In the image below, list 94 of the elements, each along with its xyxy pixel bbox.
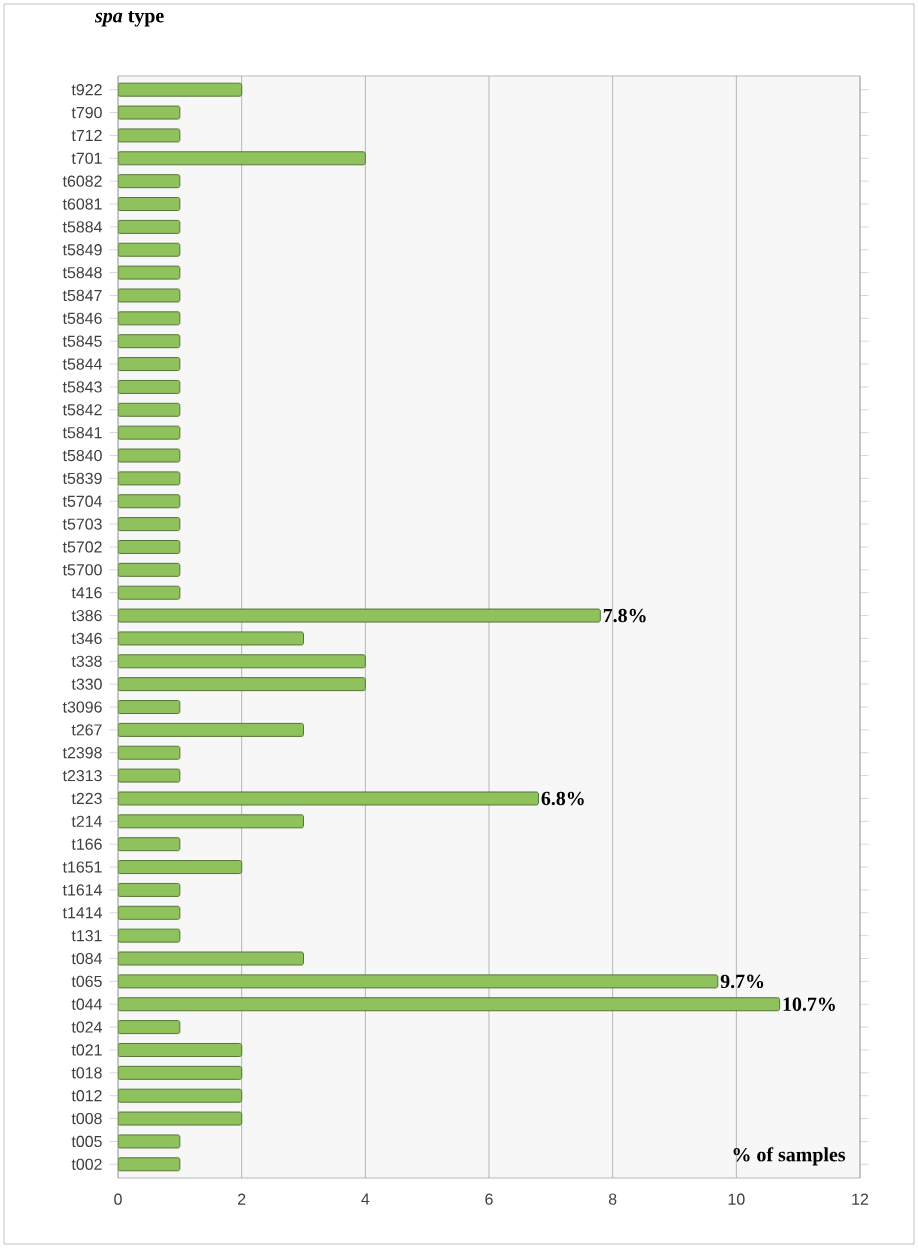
- bar: [118, 334, 181, 349]
- y-tick-label: t3096: [62, 701, 102, 713]
- bar: [118, 837, 181, 852]
- y-tick-label: t6081: [62, 198, 102, 210]
- y-tick-label: t005: [71, 1135, 102, 1148]
- x-tick-label: 8: [608, 1193, 617, 1205]
- bar: [118, 1020, 181, 1035]
- data-label: 9.7%: [720, 974, 764, 989]
- y-tick-label: t166: [71, 838, 102, 850]
- y-tick-label: t012: [71, 1090, 102, 1102]
- data-label: 6.8%: [541, 791, 584, 806]
- data-label: 10.7%: [783, 997, 835, 1012]
- y-tick-label: t712: [71, 129, 102, 142]
- bar: [118, 1088, 243, 1103]
- bar: [118, 517, 181, 532]
- bar: [118, 654, 366, 669]
- y-tick-label: t084: [71, 952, 102, 965]
- x-tick-label: 4: [361, 1193, 370, 1205]
- chart-title: spa type: [94, 11, 164, 27]
- y-tick-label: t5845: [62, 335, 102, 347]
- y-tick-label: t922: [71, 84, 102, 96]
- y-tick-label: t386: [71, 609, 102, 622]
- bar: [118, 997, 781, 1012]
- y-tick-label: t044: [71, 998, 102, 1010]
- bar: [118, 219, 181, 234]
- bar: [118, 311, 181, 326]
- y-tick-label: t5839: [62, 472, 102, 485]
- y-tick-label: t338: [71, 655, 102, 667]
- y-tick-label: t223: [71, 792, 102, 805]
- y-tick-label: t5704: [62, 495, 102, 507]
- bar: [118, 905, 181, 920]
- x-tick-label: 6: [485, 1193, 493, 1205]
- bar: [118, 1157, 181, 1172]
- y-tick-label: t065: [71, 975, 102, 988]
- y-tick-label: t2313: [62, 769, 102, 782]
- y-tick-label: t5843: [62, 381, 102, 393]
- x-tick-label: 0: [114, 1193, 122, 1205]
- bar: [118, 722, 304, 737]
- bar: [118, 882, 181, 897]
- y-tick-label: t5702: [62, 541, 102, 553]
- bar: [118, 928, 181, 943]
- x-tick-label: 10: [728, 1193, 745, 1205]
- y-tick-label: t214: [71, 815, 102, 827]
- y-tick-label: t1651: [62, 861, 102, 873]
- y-tick-label: t346: [71, 632, 102, 645]
- y-tick-label: t002: [71, 1158, 102, 1170]
- y-tick-label: t131: [71, 930, 102, 942]
- y-tick-label: t5848: [62, 266, 102, 279]
- x-tick-label: 2: [238, 1193, 246, 1205]
- bar: [118, 562, 181, 577]
- y-tick-label: t6082: [62, 175, 102, 187]
- bar: [118, 174, 181, 189]
- y-tick-label: t5847: [62, 289, 102, 302]
- bar: [118, 379, 181, 394]
- y-tick-label: t5849: [62, 244, 102, 256]
- bar: [118, 494, 181, 509]
- y-tick-label: t5846: [62, 312, 102, 324]
- y-tick-label: t008: [71, 1112, 102, 1125]
- y-tick-label: t5841: [62, 427, 102, 439]
- bar: [118, 860, 243, 875]
- y-tick-label: t790: [71, 106, 102, 119]
- y-tick-label: t5700: [62, 564, 102, 576]
- x-axis-title: % of samples: [733, 1147, 846, 1166]
- bar: [118, 151, 366, 166]
- y-tick-label: t5884: [62, 221, 102, 233]
- y-tick-label: t1614: [62, 884, 102, 896]
- bar: [118, 677, 366, 692]
- bar: [118, 197, 181, 212]
- bar: [118, 1042, 243, 1057]
- bar: [118, 814, 304, 829]
- y-tick-label: t5842: [62, 404, 102, 416]
- y-tick-label: t416: [71, 587, 102, 599]
- x-tick-label: 12: [852, 1193, 869, 1205]
- bar: [118, 585, 181, 600]
- y-tick-label: t330: [71, 678, 102, 690]
- y-tick-label: t018: [71, 1067, 102, 1079]
- bar: [118, 357, 181, 372]
- bar: [118, 1065, 243, 1080]
- y-tick-label: t267: [71, 724, 102, 736]
- bar: [118, 402, 181, 417]
- y-tick-label: t021: [71, 1044, 102, 1056]
- bar: [118, 700, 181, 715]
- y-tick-label: t1414: [62, 907, 102, 919]
- bar: [118, 242, 181, 257]
- y-tick-label: t701: [71, 152, 102, 164]
- y-tick-label: t5840: [62, 449, 102, 462]
- y-tick-label: t2398: [62, 747, 102, 759]
- bar: [118, 539, 181, 554]
- y-tick-label: t5844: [62, 358, 102, 370]
- bar: [118, 745, 181, 760]
- bar: [118, 82, 243, 97]
- y-tick-label: t5703: [62, 518, 102, 530]
- data-label: 7.8%: [603, 608, 646, 623]
- y-tick-label: t024: [71, 1021, 102, 1033]
